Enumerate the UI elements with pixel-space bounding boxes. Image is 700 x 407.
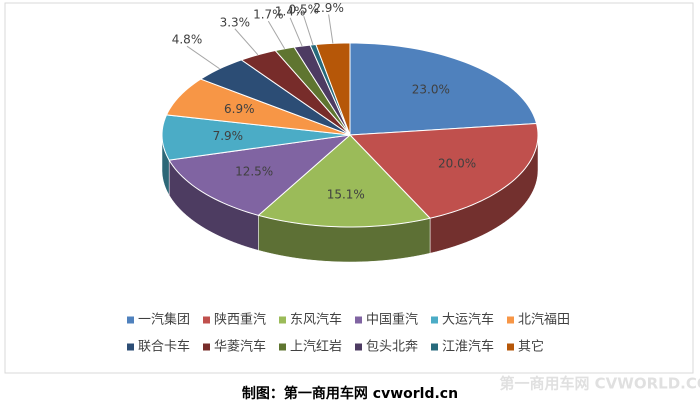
legend-label: 华菱汽车 <box>214 339 266 355</box>
leader-line <box>303 16 314 45</box>
slice <box>240 50 351 136</box>
legend-swatch <box>355 343 362 351</box>
legend-swatch <box>279 316 286 324</box>
watermark: 第一商用车网 CVWORLD.COM <box>499 375 700 393</box>
legend-label: 江淮汽车 <box>442 339 494 355</box>
leader-line <box>234 28 259 56</box>
legend-swatch <box>355 316 362 324</box>
legend-label: 东风汽车 <box>290 312 342 328</box>
slice <box>168 134 352 216</box>
data-label: 6.9% <box>224 102 255 116</box>
leader-line <box>328 14 334 44</box>
legend-label: 陕西重汽 <box>214 312 266 328</box>
legend-label: 一汽集团 <box>138 312 190 328</box>
data-label: 15.1% <box>327 187 365 201</box>
legend-swatch <box>431 316 438 324</box>
data-label: 1.7% <box>253 8 284 22</box>
data-label: 4.8% <box>172 33 203 47</box>
slice <box>348 122 539 219</box>
legend-label: 中国重汽 <box>366 312 418 328</box>
legend-label: 联合卡车 <box>138 339 190 355</box>
slice <box>349 42 538 136</box>
data-label: 2.9% <box>313 1 344 15</box>
slice <box>161 114 351 161</box>
data-label: 1.4% <box>275 4 306 18</box>
data-label: 23.0% <box>412 83 450 97</box>
legend-swatch <box>507 316 514 324</box>
leader-line <box>186 45 220 70</box>
data-label: 3.3% <box>220 15 251 29</box>
legend-swatch <box>203 316 210 324</box>
legend-swatch <box>507 343 514 351</box>
leader-line <box>289 17 303 47</box>
legend-swatch <box>203 343 210 351</box>
caption: 制图：第一商用车网 cvworld.cn <box>242 385 458 402</box>
data-label: 0.5% <box>289 3 320 17</box>
legend-label: 其它 <box>518 339 544 355</box>
legend-swatch <box>127 343 134 351</box>
slice <box>257 134 432 228</box>
legend-swatch <box>279 343 286 351</box>
legend-label: 上汽红岩 <box>290 339 342 355</box>
data-label: 12.5% <box>235 165 273 179</box>
slice <box>165 78 351 136</box>
legend-swatch <box>127 316 134 324</box>
data-label: 20.0% <box>438 156 476 170</box>
legend-label: 包头北奔 <box>366 340 418 355</box>
data-label: 7.9% <box>213 129 244 143</box>
leader-line <box>267 20 286 49</box>
legend-label: 北汽福田 <box>518 313 570 328</box>
legend-swatch <box>431 343 438 351</box>
legend-label: 大运汽车 <box>442 312 494 328</box>
